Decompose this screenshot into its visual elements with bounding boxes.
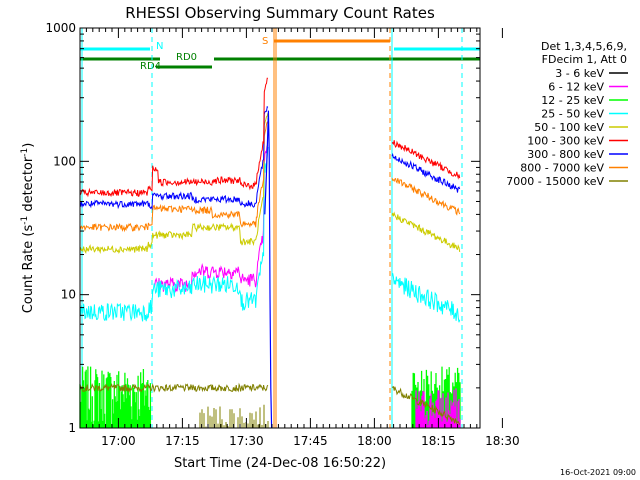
series-line (391, 273, 461, 323)
legend-entry-label: 7000 - 15000 keV (506, 175, 604, 188)
flag-label: RD4 (140, 61, 161, 72)
series-line (391, 140, 461, 180)
series-line (79, 112, 269, 255)
x-tick-label: 17:15 (165, 434, 200, 448)
x-tick-label: 17:45 (293, 434, 328, 448)
flag-bars: N RD0 RD4 S (80, 36, 480, 72)
y-tick-label: 10 (61, 288, 76, 302)
y-tick-label: 1 (68, 421, 76, 435)
series-line (392, 385, 461, 425)
x-tick-label: 18:00 (357, 434, 392, 448)
series-line (79, 146, 269, 322)
legend: Det 1,3,4,5,6,9, FDecim 1, Att 0 3 - 6 k… (506, 40, 628, 188)
series-line (79, 105, 269, 211)
y-tick-label: 1000 (45, 21, 76, 35)
flag-label: S (262, 36, 268, 47)
x-tick-label: 17:30 (229, 434, 264, 448)
legend-entry-label: 25 - 50 keV (541, 108, 604, 121)
legend-entry-label: 12 - 25 keV (541, 94, 604, 107)
x-axis: 17:00 17:15 17:30 17:45 18:00 18:15 18:30 (85, 28, 520, 448)
plot-content: N RD0 RD4 S (79, 28, 480, 429)
x-tick-label: 17:00 (101, 434, 136, 448)
chart-title: RHESSI Observing Summary Count Rates (125, 4, 435, 22)
flare-spike (264, 110, 273, 429)
series-line (79, 77, 268, 198)
legend-header-line-1: Det 1,3,4,5,6,9, (541, 40, 627, 53)
legend-entry-label: 800 - 7000 keV (520, 162, 604, 175)
y-tick-label: 100 (53, 154, 76, 168)
legend-entry-label: 300 - 800 keV (527, 148, 604, 161)
legend-entry-label: 6 - 12 keV (548, 81, 604, 94)
footer-timestamp: 16-Oct-2021 09:00 (560, 468, 636, 477)
series-line (391, 177, 461, 216)
series-line (391, 211, 461, 252)
series-line (391, 153, 461, 193)
flag-label: RD0 (176, 52, 197, 63)
series-line (79, 382, 269, 394)
legend-header-line-2: FDecim 1, Att 0 (542, 53, 627, 66)
y-axis-title: Count Rate (s-1 detector-1) (20, 143, 36, 314)
x-axis-title: Start Time (24-Dec-08 16:50:22) (174, 456, 386, 471)
series-low-magenta-late (415, 388, 461, 428)
series-line (153, 145, 269, 293)
legend-entry-label: 3 - 6 keV (555, 67, 604, 80)
flag-label: N (156, 41, 163, 52)
plot-frame (79, 27, 481, 429)
legend-entry-label: 100 - 300 keV (527, 135, 604, 148)
x-tick-label: 18:15 (421, 434, 456, 448)
series-line (79, 121, 269, 233)
x-tick-label: 18:30 (485, 434, 520, 448)
y-axis: 1 10 100 1000 (45, 21, 480, 435)
series-low-green (79, 366, 152, 428)
time-markers (81, 28, 463, 428)
legend-entry-label: 50 - 100 keV (534, 121, 604, 134)
